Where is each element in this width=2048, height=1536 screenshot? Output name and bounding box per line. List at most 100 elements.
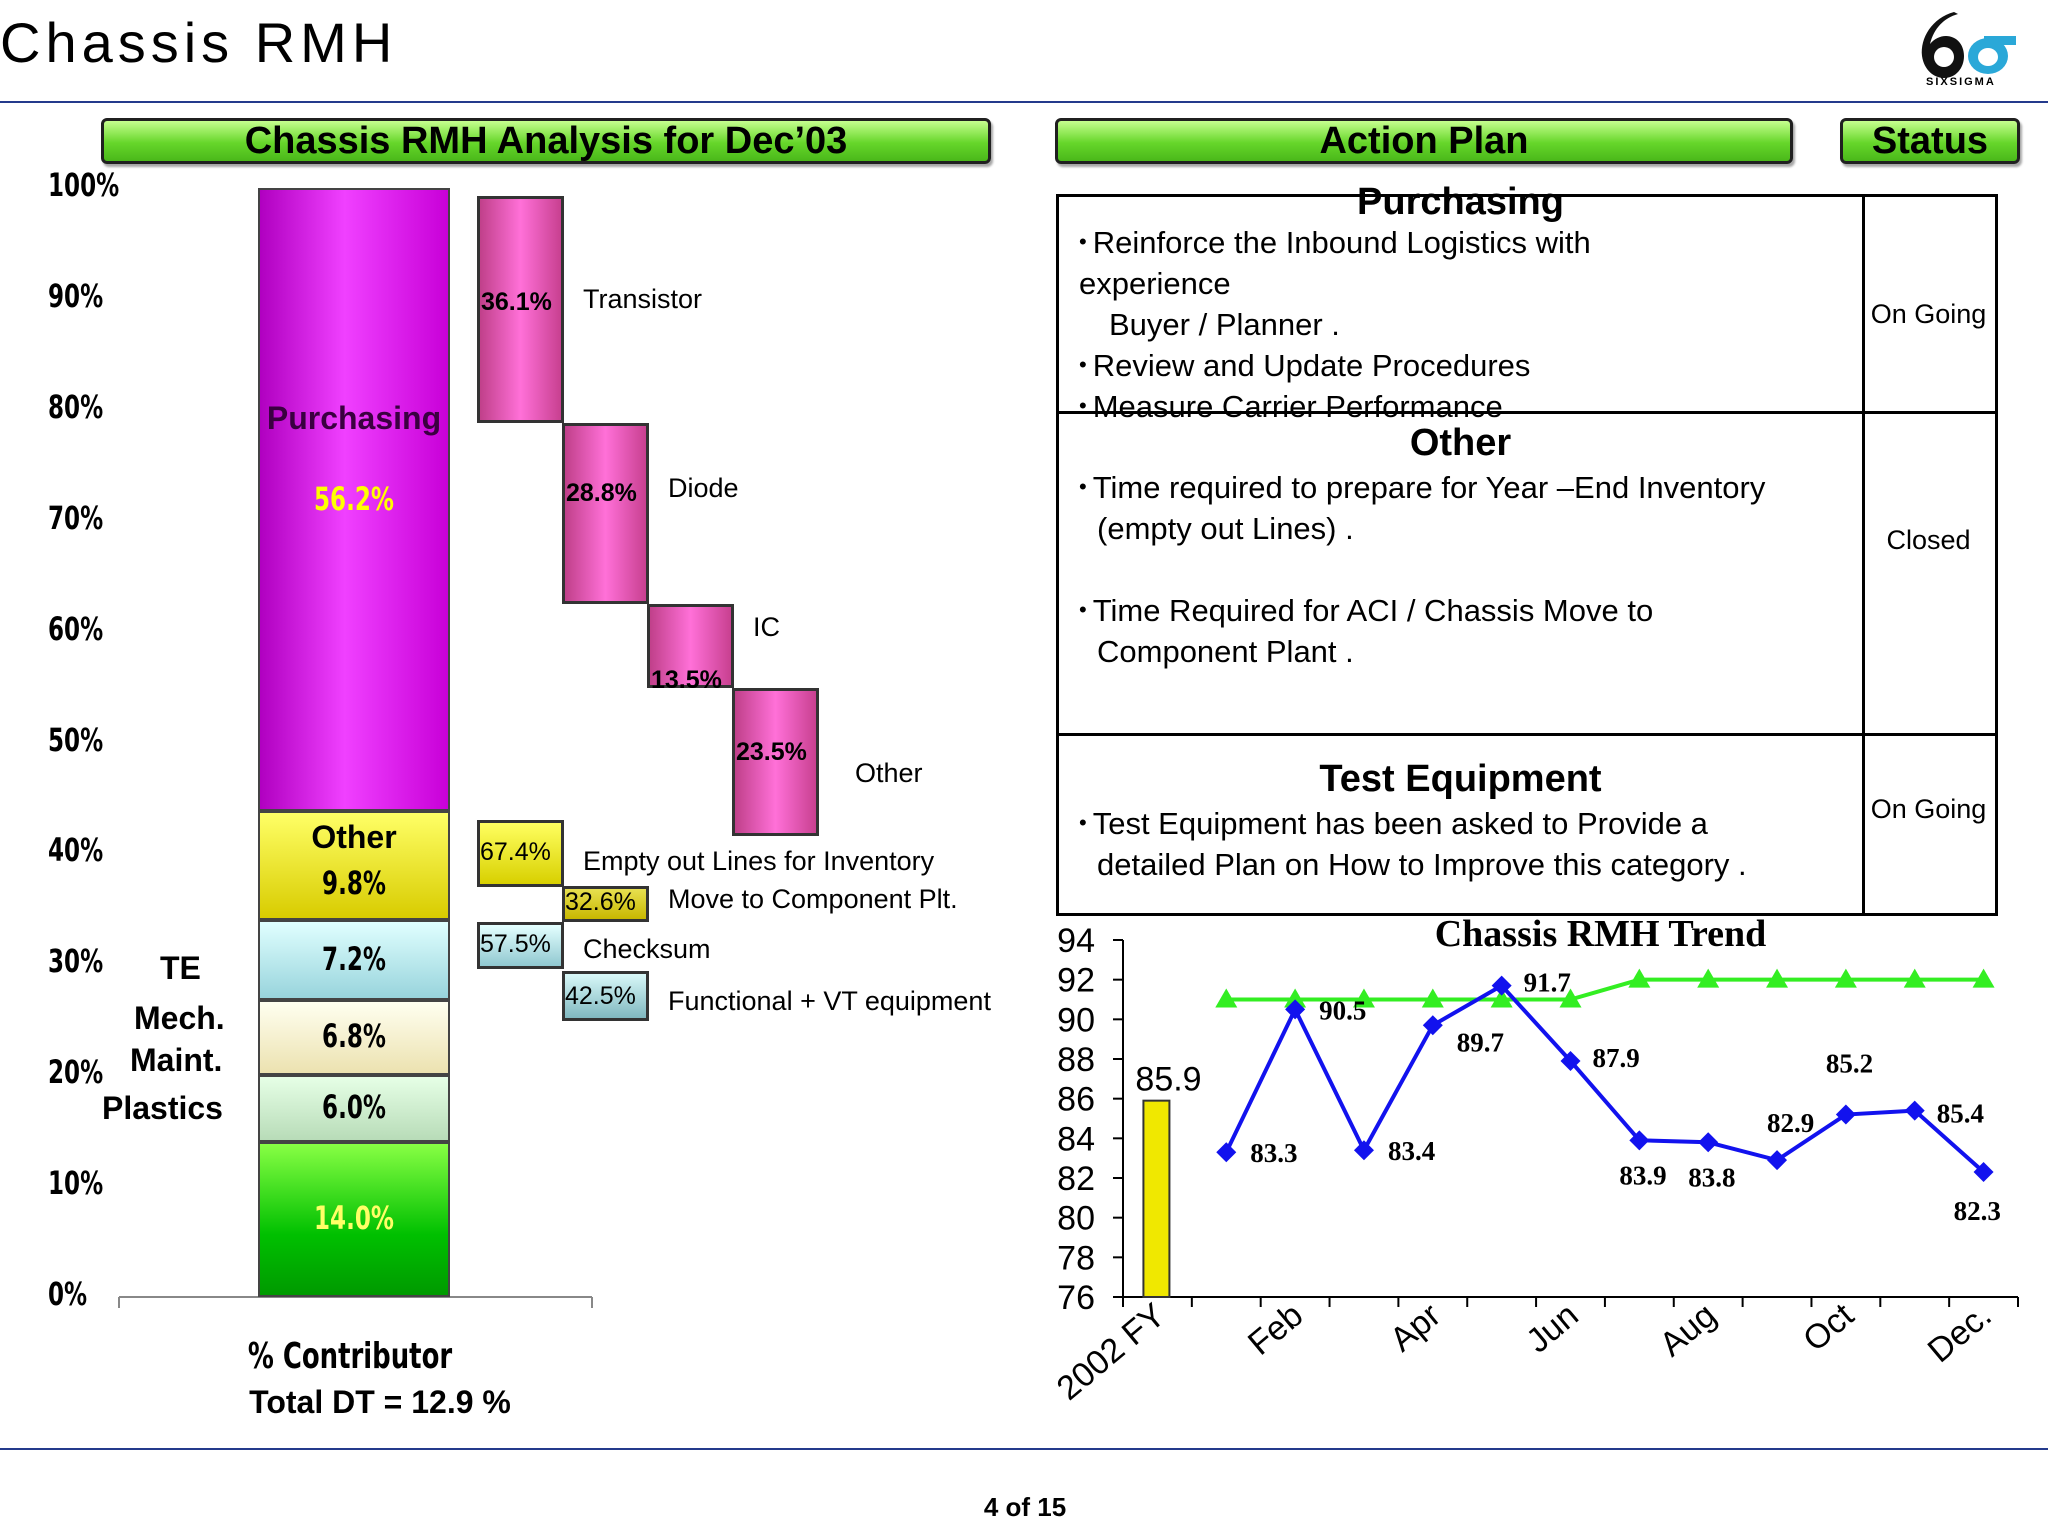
x-axis-label: % Contributor: [247, 1336, 453, 1377]
x-tick-label: Apr: [1383, 1296, 1448, 1359]
x-tick-label: Jun: [1519, 1296, 1585, 1360]
actual-marker: [1973, 1162, 1994, 1183]
action-item: • Reinforce the Inbound Logistics with: [1079, 225, 1591, 260]
actual-marker: [1560, 1050, 1581, 1071]
status-purchasing: On Going: [1870, 299, 1987, 329]
action-plan-table: Purchasing • Reinforce the Inbound Logist…: [1056, 181, 1998, 916]
stack-segment: [258, 811, 450, 920]
analysis-banner: Chassis RMH Analysis for Dec’03: [101, 118, 991, 164]
actual-marker: [1767, 1150, 1788, 1171]
actual-marker: [1629, 1130, 1650, 1151]
breakdown-pct-label: 32.6%: [565, 888, 636, 916]
total-dt-caption: Total DT = 12.9 %: [249, 1384, 511, 1420]
target-line: [1226, 977, 1984, 1002]
action-item: • Time Required for ACI / Chassis Move to: [1079, 593, 1654, 628]
target-marker: [1352, 988, 1375, 1008]
y-tick-label: 60%: [48, 609, 104, 648]
segment-name-label: Purchasing: [266, 399, 442, 436]
action-item: • Review and Update Procedures: [1079, 348, 1531, 383]
y-tick-label: 70%: [48, 498, 104, 537]
breakdown-pct-label: 42.5%: [565, 982, 636, 1010]
breakdown-name-label: IC: [753, 612, 780, 642]
x-tick-label: Feb: [1241, 1296, 1310, 1363]
y-tick-label: 20%: [48, 1053, 104, 1092]
maint-label: Maint.: [130, 1042, 223, 1078]
actual-marker: [1835, 1104, 1856, 1125]
target-marker: [1559, 988, 1582, 1008]
y-tick-label: 82: [1057, 1160, 1095, 1198]
te-label: TE: [160, 950, 201, 986]
action-section-purchasing: Purchasing • Reinforce the Inbound Logist…: [1059, 181, 1862, 424]
actual-data-label: 82.3: [1954, 1196, 2001, 1226]
segment-value-label: 9.8%: [322, 863, 386, 902]
action-item-continuation: (empty out Lines) .: [1097, 511, 1354, 546]
target-marker: [1490, 988, 1513, 1008]
y-tick-label: 94: [1057, 922, 1095, 960]
y-tick-label: 84: [1057, 1120, 1095, 1158]
target-marker: [1421, 988, 1444, 1008]
stack-segment: [258, 1075, 450, 1142]
action-plan-banner: Action Plan: [1055, 118, 1793, 164]
segment-value-label: 14.0%: [314, 1199, 394, 1238]
section-heading: Purchasing: [1357, 181, 1564, 223]
breakdown-box: [562, 886, 649, 922]
breakdown-name-label: Transistor: [583, 284, 703, 314]
breakdown-name-label: Checksum: [583, 934, 711, 964]
actual-data-label: 91.7: [1524, 968, 1571, 998]
breakdown-name-label: Functional + VT equipment: [668, 986, 991, 1016]
plastics-label: Plastics: [102, 1090, 223, 1126]
x-tick-label: Oct: [1796, 1296, 1861, 1359]
y-tick-label: 78: [1057, 1239, 1095, 1277]
segment-value-label: 56.2%: [314, 479, 394, 518]
target-marker: [1628, 968, 1651, 988]
y-tick-label: 88: [1057, 1041, 1095, 1079]
breakdown-pct-label: 67.4%: [480, 838, 551, 866]
y-tick-label: 86: [1057, 1081, 1095, 1119]
breakdown-name-label: Empty out Lines for Inventory: [583, 846, 935, 876]
action-section-other: Other • Time required to prepare for Year…: [1059, 414, 1862, 733]
header-divider: [0, 101, 2048, 103]
segment-value-label: 7.2%: [322, 939, 386, 978]
breakdown-pct-label: 23.5%: [736, 738, 807, 767]
y-tick-label: 90%: [48, 276, 104, 315]
breakdown-name-label: Move to Component Plt.: [668, 884, 958, 914]
actual-marker: [1353, 1140, 1374, 1161]
six-sigma-logo: [1921, 12, 2016, 78]
breakdown-pct-label: 57.5%: [480, 930, 551, 958]
action-section-test-equipment: Test Equipment • Test Equipment has been …: [1059, 736, 1862, 913]
left-chart-axis: [118, 1296, 593, 1308]
actual-data-label: 83.4: [1388, 1136, 1435, 1166]
page-number: 4 of 15: [983, 1492, 1067, 1522]
y-tick-label: 0%: [48, 1275, 88, 1313]
y-tick-label: 90: [1057, 1001, 1095, 1039]
y-tick-label: 10%: [48, 1164, 104, 1203]
y-tick-label: 40%: [48, 831, 104, 870]
actual-data-label: 85.4: [1937, 1099, 1984, 1129]
mech-label: Mech.: [134, 1000, 225, 1036]
breakdown-box: [562, 971, 649, 1021]
fy-bar: [1142, 1099, 1171, 1298]
actual-data-label: 89.7: [1457, 1027, 1504, 1057]
breakdown-box: [647, 603, 734, 689]
logo-text: SIXSIGMA: [1926, 76, 1996, 88]
target-marker: [1697, 968, 1720, 988]
y-tick-label: 92: [1057, 962, 1095, 1000]
x-tick-label: Dec.: [1921, 1296, 1999, 1370]
actual-marker: [1216, 1142, 1237, 1163]
row-divider: [1059, 411, 1995, 414]
actual-data-label: 82.9: [1767, 1108, 1814, 1138]
y-tick-label: 100%: [48, 166, 120, 204]
target-marker: [1215, 988, 1238, 1008]
stack-segment: [258, 188, 450, 812]
breakdown-pct-label: 28.8%: [566, 478, 637, 507]
status-other: Closed: [1886, 525, 1971, 555]
footer-divider: [0, 1448, 2048, 1450]
action-item-continuation: Component Plant .: [1097, 634, 1354, 669]
actual-data-label: 83.9: [1619, 1160, 1666, 1190]
breakdown-box: [732, 688, 819, 836]
actual-line: [1224, 983, 1985, 1174]
action-item-continuation: detailed Plan on How to Improve this cat…: [1097, 847, 1747, 882]
actual-marker: [1698, 1132, 1719, 1153]
y-tick-label: 50%: [48, 720, 104, 759]
actual-marker: [1904, 1100, 1925, 1121]
